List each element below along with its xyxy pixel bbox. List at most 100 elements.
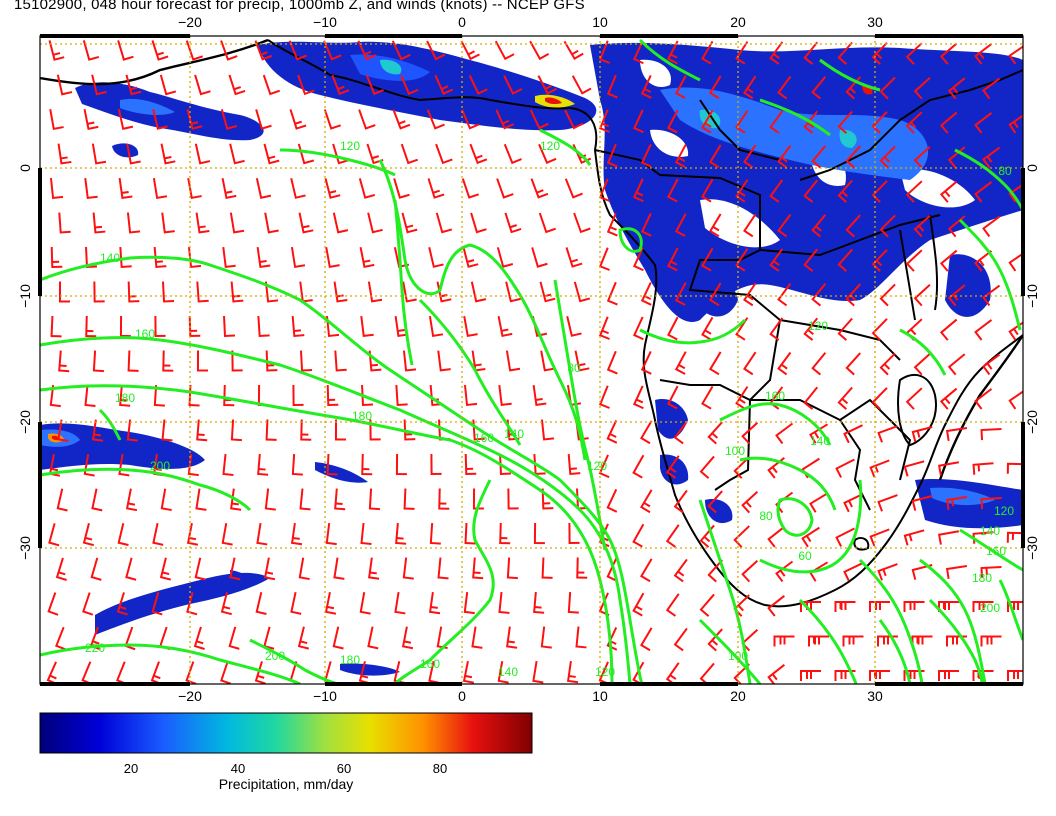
wind-barb — [300, 419, 312, 441]
wind-barb — [743, 75, 757, 100]
wind-barb — [808, 635, 829, 647]
wind-barb — [428, 315, 444, 338]
wind-barb — [673, 558, 688, 583]
wind-barb — [334, 350, 347, 372]
contour-label: 120 — [994, 504, 1014, 518]
wind-barb — [871, 111, 888, 134]
wind-barb — [254, 661, 266, 684]
wind-barb — [468, 75, 488, 95]
wind-barb — [256, 246, 271, 269]
contour-label: 200 — [265, 649, 285, 663]
wind-barb — [911, 564, 933, 580]
wind-barb — [811, 76, 827, 100]
wind-barb — [575, 626, 587, 649]
wind-barb — [185, 40, 204, 61]
wind-barb — [119, 315, 131, 338]
wind-barb — [58, 350, 70, 373]
wind-barb — [871, 180, 888, 203]
wind-barb — [435, 143, 453, 165]
wind-barb — [767, 595, 785, 617]
wind-barb — [255, 109, 272, 130]
wind-barb — [461, 109, 480, 130]
wind-barb — [769, 317, 784, 341]
wind-barb — [497, 660, 509, 684]
wind-barb — [361, 384, 374, 407]
wind-barb — [297, 74, 315, 96]
wind-barb — [84, 177, 98, 200]
wind-barb — [903, 601, 925, 612]
wind-barb — [980, 565, 1002, 579]
wind-barb — [673, 420, 688, 445]
wind-barb — [803, 248, 819, 272]
wind-barb — [117, 40, 134, 61]
wind-barb — [837, 248, 853, 272]
wind-barb — [869, 459, 890, 478]
wind-barb — [531, 247, 548, 268]
wind-barb — [982, 284, 1001, 307]
wind-barb — [127, 350, 139, 372]
wind-barb — [803, 179, 819, 203]
wind-barb — [438, 488, 450, 510]
wind-barb — [905, 249, 923, 272]
wind-barb — [564, 109, 584, 130]
wind-barb — [160, 143, 176, 165]
wind-barb — [288, 40, 307, 61]
wind-barb — [1008, 250, 1023, 272]
wind-barb — [811, 352, 827, 376]
wind-barb — [428, 247, 444, 268]
wind-barb — [496, 247, 514, 268]
wind-barb — [220, 40, 238, 61]
wind-barb — [708, 351, 722, 376]
colorbar-title: Precipitation, mm/day — [218, 776, 354, 792]
wind-barb — [533, 591, 545, 614]
wind-barb — [674, 282, 687, 306]
wind-barb — [640, 351, 652, 375]
wind-barb — [640, 144, 652, 168]
wind-barb — [606, 143, 618, 168]
wind-barb — [91, 488, 103, 512]
wind-barb — [298, 212, 314, 234]
contour-label: 140 — [980, 524, 1000, 538]
precip-patch — [230, 570, 251, 586]
wind-barb — [125, 557, 137, 581]
wind-barb — [49, 384, 61, 408]
wind-barb — [837, 179, 853, 203]
precip-patch — [258, 41, 597, 131]
wind-barb — [118, 177, 133, 200]
wind-barb — [257, 315, 270, 338]
wind-barb — [743, 351, 757, 376]
wind-barb — [871, 42, 888, 65]
wind-barb — [229, 143, 245, 165]
wind-barb — [470, 212, 487, 234]
contour-label: 80 — [567, 361, 581, 375]
wind-barb — [939, 387, 958, 410]
wind-barb — [334, 419, 346, 441]
wind-barb — [395, 453, 407, 476]
wind-barb — [972, 601, 994, 612]
wind-barb — [877, 494, 898, 512]
wind-barb — [879, 214, 896, 238]
contour-label: 120 — [808, 319, 828, 333]
wind-barb — [291, 453, 303, 476]
wind-barb — [84, 384, 96, 407]
wind-barb — [401, 626, 414, 650]
wind-barb — [837, 386, 853, 410]
wind-barb — [707, 421, 723, 445]
wind-barb — [228, 626, 240, 650]
wind-barb — [263, 143, 280, 165]
wind-barb — [606, 350, 618, 375]
wind-barb — [674, 351, 687, 375]
wind-barb — [632, 385, 644, 410]
lat-label-right: −30 — [1024, 536, 1040, 560]
wind-barb — [507, 488, 519, 510]
wind-barb — [503, 143, 522, 165]
wind-barb — [403, 419, 416, 441]
wind-barb — [50, 315, 62, 338]
lon-label-bottom: −10 — [313, 688, 337, 704]
wind-barb — [871, 318, 888, 341]
contour-label: 120 — [587, 459, 607, 473]
wind-barb — [395, 522, 407, 545]
wind-barb — [254, 40, 273, 61]
wind-barb — [91, 74, 107, 96]
